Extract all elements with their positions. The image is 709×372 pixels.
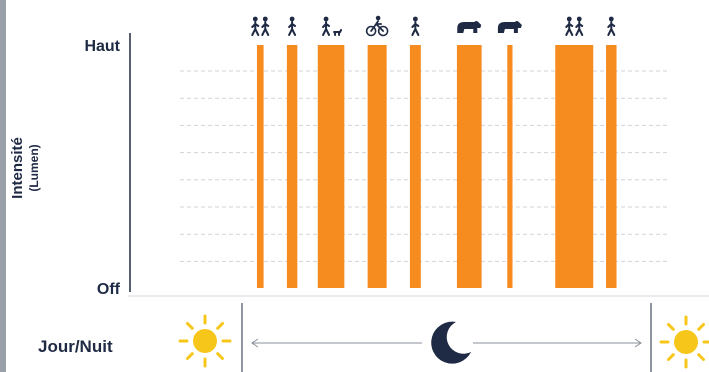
bear-icon <box>457 21 482 33</box>
y-axis-title: Intensité (Lumen) <box>9 137 41 199</box>
sun-icon <box>178 314 232 368</box>
night-duration-arrow <box>251 338 642 348</box>
activity-bar-4 <box>367 45 387 288</box>
bar-icons-group <box>251 15 616 37</box>
bear-icon <box>497 21 522 33</box>
y-axis-label: Intensité <box>9 137 26 199</box>
day-night-label: Jour/Nuit <box>38 337 113 356</box>
left-edge <box>0 0 6 372</box>
pedestrian-icon <box>607 16 616 36</box>
person-with-dog-icon <box>322 16 343 36</box>
activity-bar-8 <box>555 45 594 288</box>
two-pedestrians-icon <box>251 16 270 36</box>
activity-bar-1 <box>256 45 264 288</box>
two-pedestrians-icon <box>565 16 584 36</box>
activity-bar-5 <box>409 45 421 288</box>
activity-bar-6 <box>456 45 482 288</box>
y-tick-off: Off <box>97 281 121 298</box>
cyclist-icon <box>365 15 389 37</box>
activity-bar-9 <box>606 45 617 288</box>
pedestrian-icon <box>411 16 420 36</box>
gridlines <box>180 70 668 262</box>
activity-bar-7 <box>507 45 513 288</box>
activity-bar-3 <box>317 45 345 288</box>
moon-icon <box>431 321 471 364</box>
y-tick-haut: Haut <box>84 38 120 55</box>
activity-bar-2 <box>286 45 298 288</box>
sun-icon <box>659 315 709 369</box>
bars-group <box>256 45 617 288</box>
y-axis-unit: (Lumen) <box>27 144 41 191</box>
pedestrian-icon <box>288 16 297 36</box>
